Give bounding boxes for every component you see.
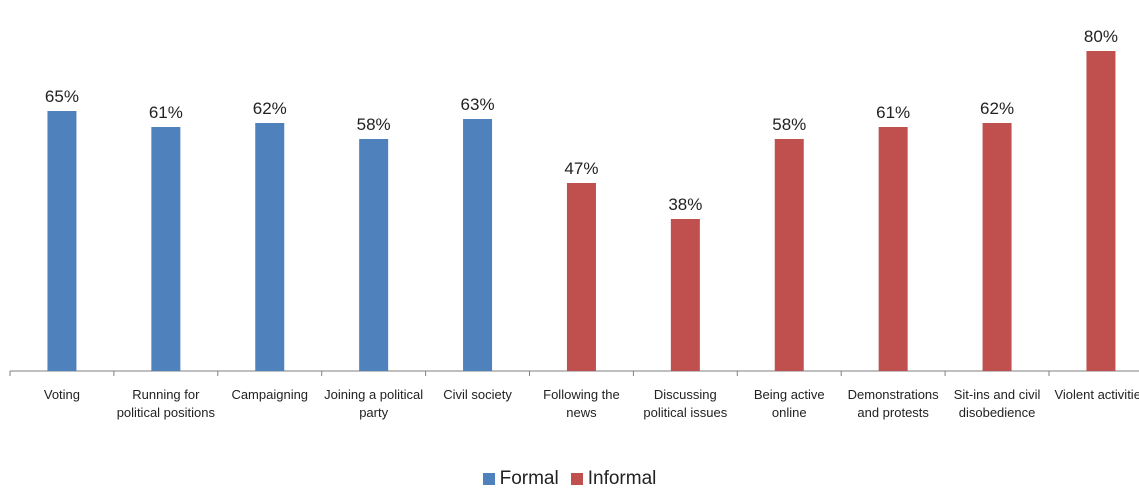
bar-informal — [774, 139, 804, 371]
bar-formal — [47, 111, 77, 371]
legend-item-formal: Formal — [482, 468, 559, 490]
category-label: Demonstrations and protests — [848, 387, 940, 420]
data-label: 47% — [564, 159, 598, 178]
legend-label-formal: Formal — [499, 468, 559, 489]
bar-informal — [670, 219, 700, 371]
category-label: Sit-ins and civil disobedience — [954, 387, 1041, 420]
bar-informal — [878, 127, 908, 371]
bar-formal — [255, 123, 285, 371]
bar-chart: 65% Voting 61% Running for political positio… — [9, 27, 1139, 420]
category-label-line: online — [772, 405, 807, 420]
category-label: Civil society — [443, 387, 512, 402]
category-label-line: political positions — [117, 405, 216, 420]
legend-item-informal: Informal — [570, 468, 657, 490]
data-label: 58% — [357, 115, 391, 134]
legend: Formal Informal — [0, 468, 1139, 491]
category-label-line: Campaigning — [231, 387, 308, 402]
bar-formal — [463, 119, 493, 371]
legend-swatch-formal — [482, 473, 495, 485]
data-label: 62% — [980, 99, 1014, 118]
category-label: Discussing political issues — [643, 387, 727, 420]
category-label-line: Civil society — [443, 387, 512, 402]
data-label: 38% — [668, 195, 702, 214]
category-label-line: Demonstrations — [848, 387, 940, 402]
category-label-line: Running for — [132, 387, 200, 402]
category-label: Campaigning — [231, 387, 308, 402]
category-label-line: and protests — [857, 405, 929, 420]
data-label: 61% — [149, 103, 183, 122]
category-label-line: Discussing — [654, 387, 717, 402]
category-label: Violent activities — [1054, 387, 1139, 402]
category-label-line: political issues — [643, 405, 727, 420]
data-label: 80% — [1084, 27, 1118, 46]
bar-formal — [151, 127, 181, 371]
bar-informal — [566, 183, 596, 371]
category-label-line: news — [566, 405, 597, 420]
category-label-line: Violent activities — [1054, 387, 1139, 402]
data-label: 63% — [461, 95, 495, 114]
legend-label-informal: Informal — [587, 468, 657, 489]
category-label: Being active online — [754, 387, 825, 420]
data-label: 62% — [253, 99, 287, 118]
bar-informal — [1086, 51, 1116, 371]
category-label-line: Following the — [543, 387, 620, 402]
legend-swatch-informal — [570, 473, 583, 485]
category-label-line: Sit-ins and civil — [954, 387, 1041, 402]
category-label: Running for political positions — [117, 387, 216, 420]
bar-formal — [359, 139, 389, 371]
data-label: 65% — [45, 87, 79, 106]
category-label-line: Being active — [754, 387, 825, 402]
category-label: Joining a political party — [324, 387, 423, 420]
data-label: 61% — [876, 103, 910, 122]
category-label-line: party — [359, 405, 388, 420]
category-label-line: Joining a political — [324, 387, 423, 402]
category-label: Voting — [44, 387, 80, 402]
category-label-line: Voting — [44, 387, 80, 402]
bar-informal — [982, 123, 1012, 371]
category-label: Following the news — [543, 387, 620, 420]
data-label: 58% — [772, 115, 806, 134]
category-label-line: disobedience — [959, 405, 1036, 420]
